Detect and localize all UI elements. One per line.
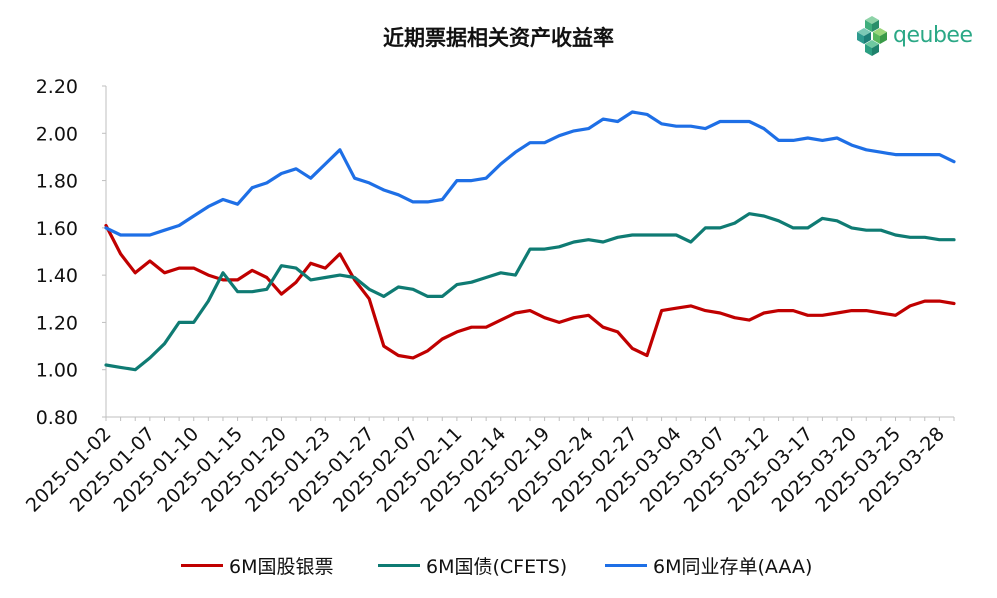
legend: 6M国股银票 6M国债(CFETS) 6M同业存单(AAA) [0,551,997,579]
legend-swatch-guozhai [378,563,420,567]
legend-swatch-cundan [605,563,647,567]
y-axis: 0.80 1.00 1.20 1.40 1.60 1.80 2.00 2.20 [36,76,107,429]
series-layer [104,110,956,372]
legend-label-cundan: 6M同业存单(AAA) [653,555,813,578]
qeubee-logo: qeubee [853,16,973,60]
legend-item-cundan: 6M同业存单(AAA) [605,551,812,579]
y-tick-label: 1.20 [36,312,78,334]
chart-title: 近期票据相关资产收益率 [383,26,614,50]
legend-swatch-guogu [181,563,223,567]
y-tick-label: 0.80 [36,407,78,429]
logo-wordmark: qeubee [893,23,973,48]
y-tick-label: 1.60 [36,218,78,240]
legend-label-guogu: 6M国股银票 [229,555,334,578]
series-line-1 [104,212,956,372]
y-tick-label: 2.20 [36,76,78,98]
y-tick-label: 1.00 [36,360,78,382]
series-line-2 [104,110,956,237]
y-tick-label: 2.00 [36,123,78,145]
y-tick-label: 1.40 [36,265,78,287]
series-line-0 [104,223,956,360]
y-tick-label: 1.80 [36,171,78,193]
legend-label-guozhai: 6M国债(CFETS) [426,555,568,578]
legend-item-guogu: 6M国股银票 [181,551,333,579]
x-axis: 2025-01-022025-01-072025-01-102025-01-15… [22,416,955,517]
cube-logo-icon [857,16,887,56]
legend-item-guozhai: 6M国债(CFETS) [378,551,567,579]
